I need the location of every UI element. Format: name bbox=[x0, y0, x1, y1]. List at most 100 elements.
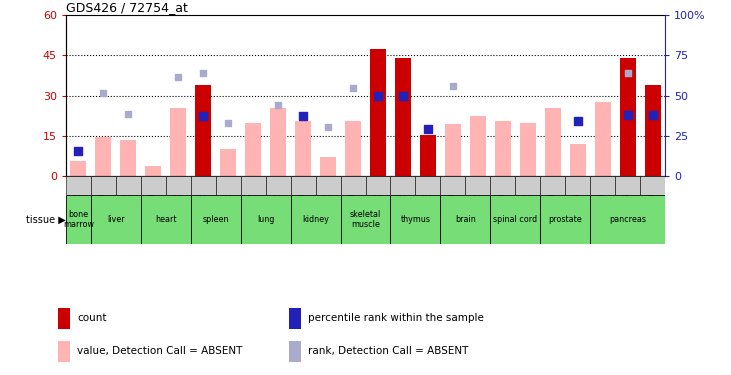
Bar bbox=[444, 124, 461, 176]
Bar bbox=[466, 176, 491, 195]
Bar bbox=[620, 58, 636, 176]
Bar bbox=[170, 108, 186, 176]
Text: thymus: thymus bbox=[401, 215, 431, 224]
Bar bbox=[195, 85, 211, 176]
Bar bbox=[515, 176, 540, 195]
Point bbox=[572, 118, 583, 124]
Point bbox=[173, 74, 184, 80]
Bar bbox=[220, 149, 236, 176]
Bar bbox=[245, 123, 261, 176]
Bar bbox=[120, 140, 137, 176]
Bar bbox=[91, 195, 140, 244]
Bar bbox=[66, 176, 91, 195]
Point bbox=[272, 102, 284, 108]
Bar bbox=[341, 176, 366, 195]
Bar bbox=[145, 165, 162, 176]
Text: percentile rank within the sample: percentile rank within the sample bbox=[308, 313, 484, 323]
Bar bbox=[91, 176, 115, 195]
Text: skeletal
muscle: skeletal muscle bbox=[350, 210, 381, 229]
Point bbox=[97, 90, 109, 96]
Bar bbox=[491, 195, 540, 244]
Bar bbox=[140, 195, 191, 244]
Bar bbox=[66, 195, 91, 244]
Point bbox=[298, 113, 309, 119]
Text: lung: lung bbox=[257, 215, 274, 224]
Bar bbox=[265, 176, 290, 195]
Bar bbox=[440, 176, 466, 195]
Point bbox=[347, 85, 359, 91]
Bar bbox=[540, 176, 565, 195]
Bar bbox=[289, 308, 301, 328]
Text: rank, Detection Call = ABSENT: rank, Detection Call = ABSENT bbox=[308, 346, 469, 356]
Point bbox=[647, 112, 659, 118]
Bar bbox=[395, 58, 411, 176]
Bar bbox=[191, 195, 240, 244]
Bar bbox=[240, 176, 265, 195]
Text: GDS426 / 72754_at: GDS426 / 72754_at bbox=[66, 1, 188, 14]
Point bbox=[222, 120, 234, 126]
Bar bbox=[366, 176, 390, 195]
Point bbox=[397, 93, 409, 99]
Text: bone
marrow: bone marrow bbox=[63, 210, 94, 229]
Text: spleen: spleen bbox=[202, 215, 229, 224]
Text: tissue ▶: tissue ▶ bbox=[26, 214, 66, 224]
Bar bbox=[390, 176, 415, 195]
Bar bbox=[370, 50, 386, 176]
Bar bbox=[320, 158, 336, 176]
Bar bbox=[569, 144, 586, 176]
Bar bbox=[545, 108, 561, 176]
Bar bbox=[95, 137, 111, 176]
Text: count: count bbox=[77, 313, 107, 323]
Bar bbox=[495, 121, 511, 176]
Text: brain: brain bbox=[455, 215, 476, 224]
Text: prostate: prostate bbox=[548, 215, 582, 224]
Bar bbox=[345, 121, 361, 176]
Bar bbox=[290, 195, 341, 244]
Bar bbox=[216, 176, 240, 195]
Bar bbox=[270, 108, 287, 176]
Text: spinal cord: spinal cord bbox=[493, 215, 537, 224]
Bar bbox=[640, 176, 665, 195]
Bar bbox=[290, 176, 316, 195]
Bar bbox=[115, 176, 140, 195]
Bar bbox=[591, 176, 616, 195]
Point bbox=[622, 70, 634, 76]
Point bbox=[322, 123, 334, 129]
Bar bbox=[415, 176, 440, 195]
Point bbox=[197, 70, 209, 76]
Bar bbox=[565, 176, 590, 195]
Bar bbox=[591, 195, 665, 244]
Bar bbox=[316, 176, 341, 195]
Bar bbox=[390, 195, 440, 244]
Bar bbox=[440, 195, 491, 244]
Bar bbox=[58, 308, 70, 328]
Bar bbox=[70, 162, 86, 176]
Point bbox=[197, 113, 209, 119]
Bar bbox=[195, 85, 211, 176]
Bar bbox=[295, 121, 311, 176]
Bar bbox=[616, 176, 640, 195]
Bar bbox=[420, 135, 436, 176]
Bar bbox=[470, 116, 486, 176]
Bar bbox=[645, 85, 661, 176]
Bar bbox=[370, 49, 386, 176]
Bar bbox=[140, 176, 166, 195]
Bar bbox=[166, 176, 191, 195]
Bar bbox=[645, 85, 661, 176]
Point bbox=[372, 93, 384, 99]
Bar bbox=[58, 340, 70, 362]
Text: value, Detection Call = ABSENT: value, Detection Call = ABSENT bbox=[77, 346, 243, 356]
Point bbox=[422, 126, 433, 132]
Bar bbox=[289, 340, 301, 362]
Bar bbox=[395, 58, 411, 176]
Bar bbox=[191, 176, 216, 195]
Bar bbox=[240, 195, 290, 244]
Text: kidney: kidney bbox=[302, 215, 329, 224]
Bar bbox=[491, 176, 515, 195]
Point bbox=[622, 112, 634, 118]
Point bbox=[72, 148, 84, 154]
Point bbox=[447, 83, 459, 89]
Point bbox=[122, 111, 134, 117]
Bar bbox=[520, 123, 536, 176]
Bar bbox=[594, 102, 611, 176]
